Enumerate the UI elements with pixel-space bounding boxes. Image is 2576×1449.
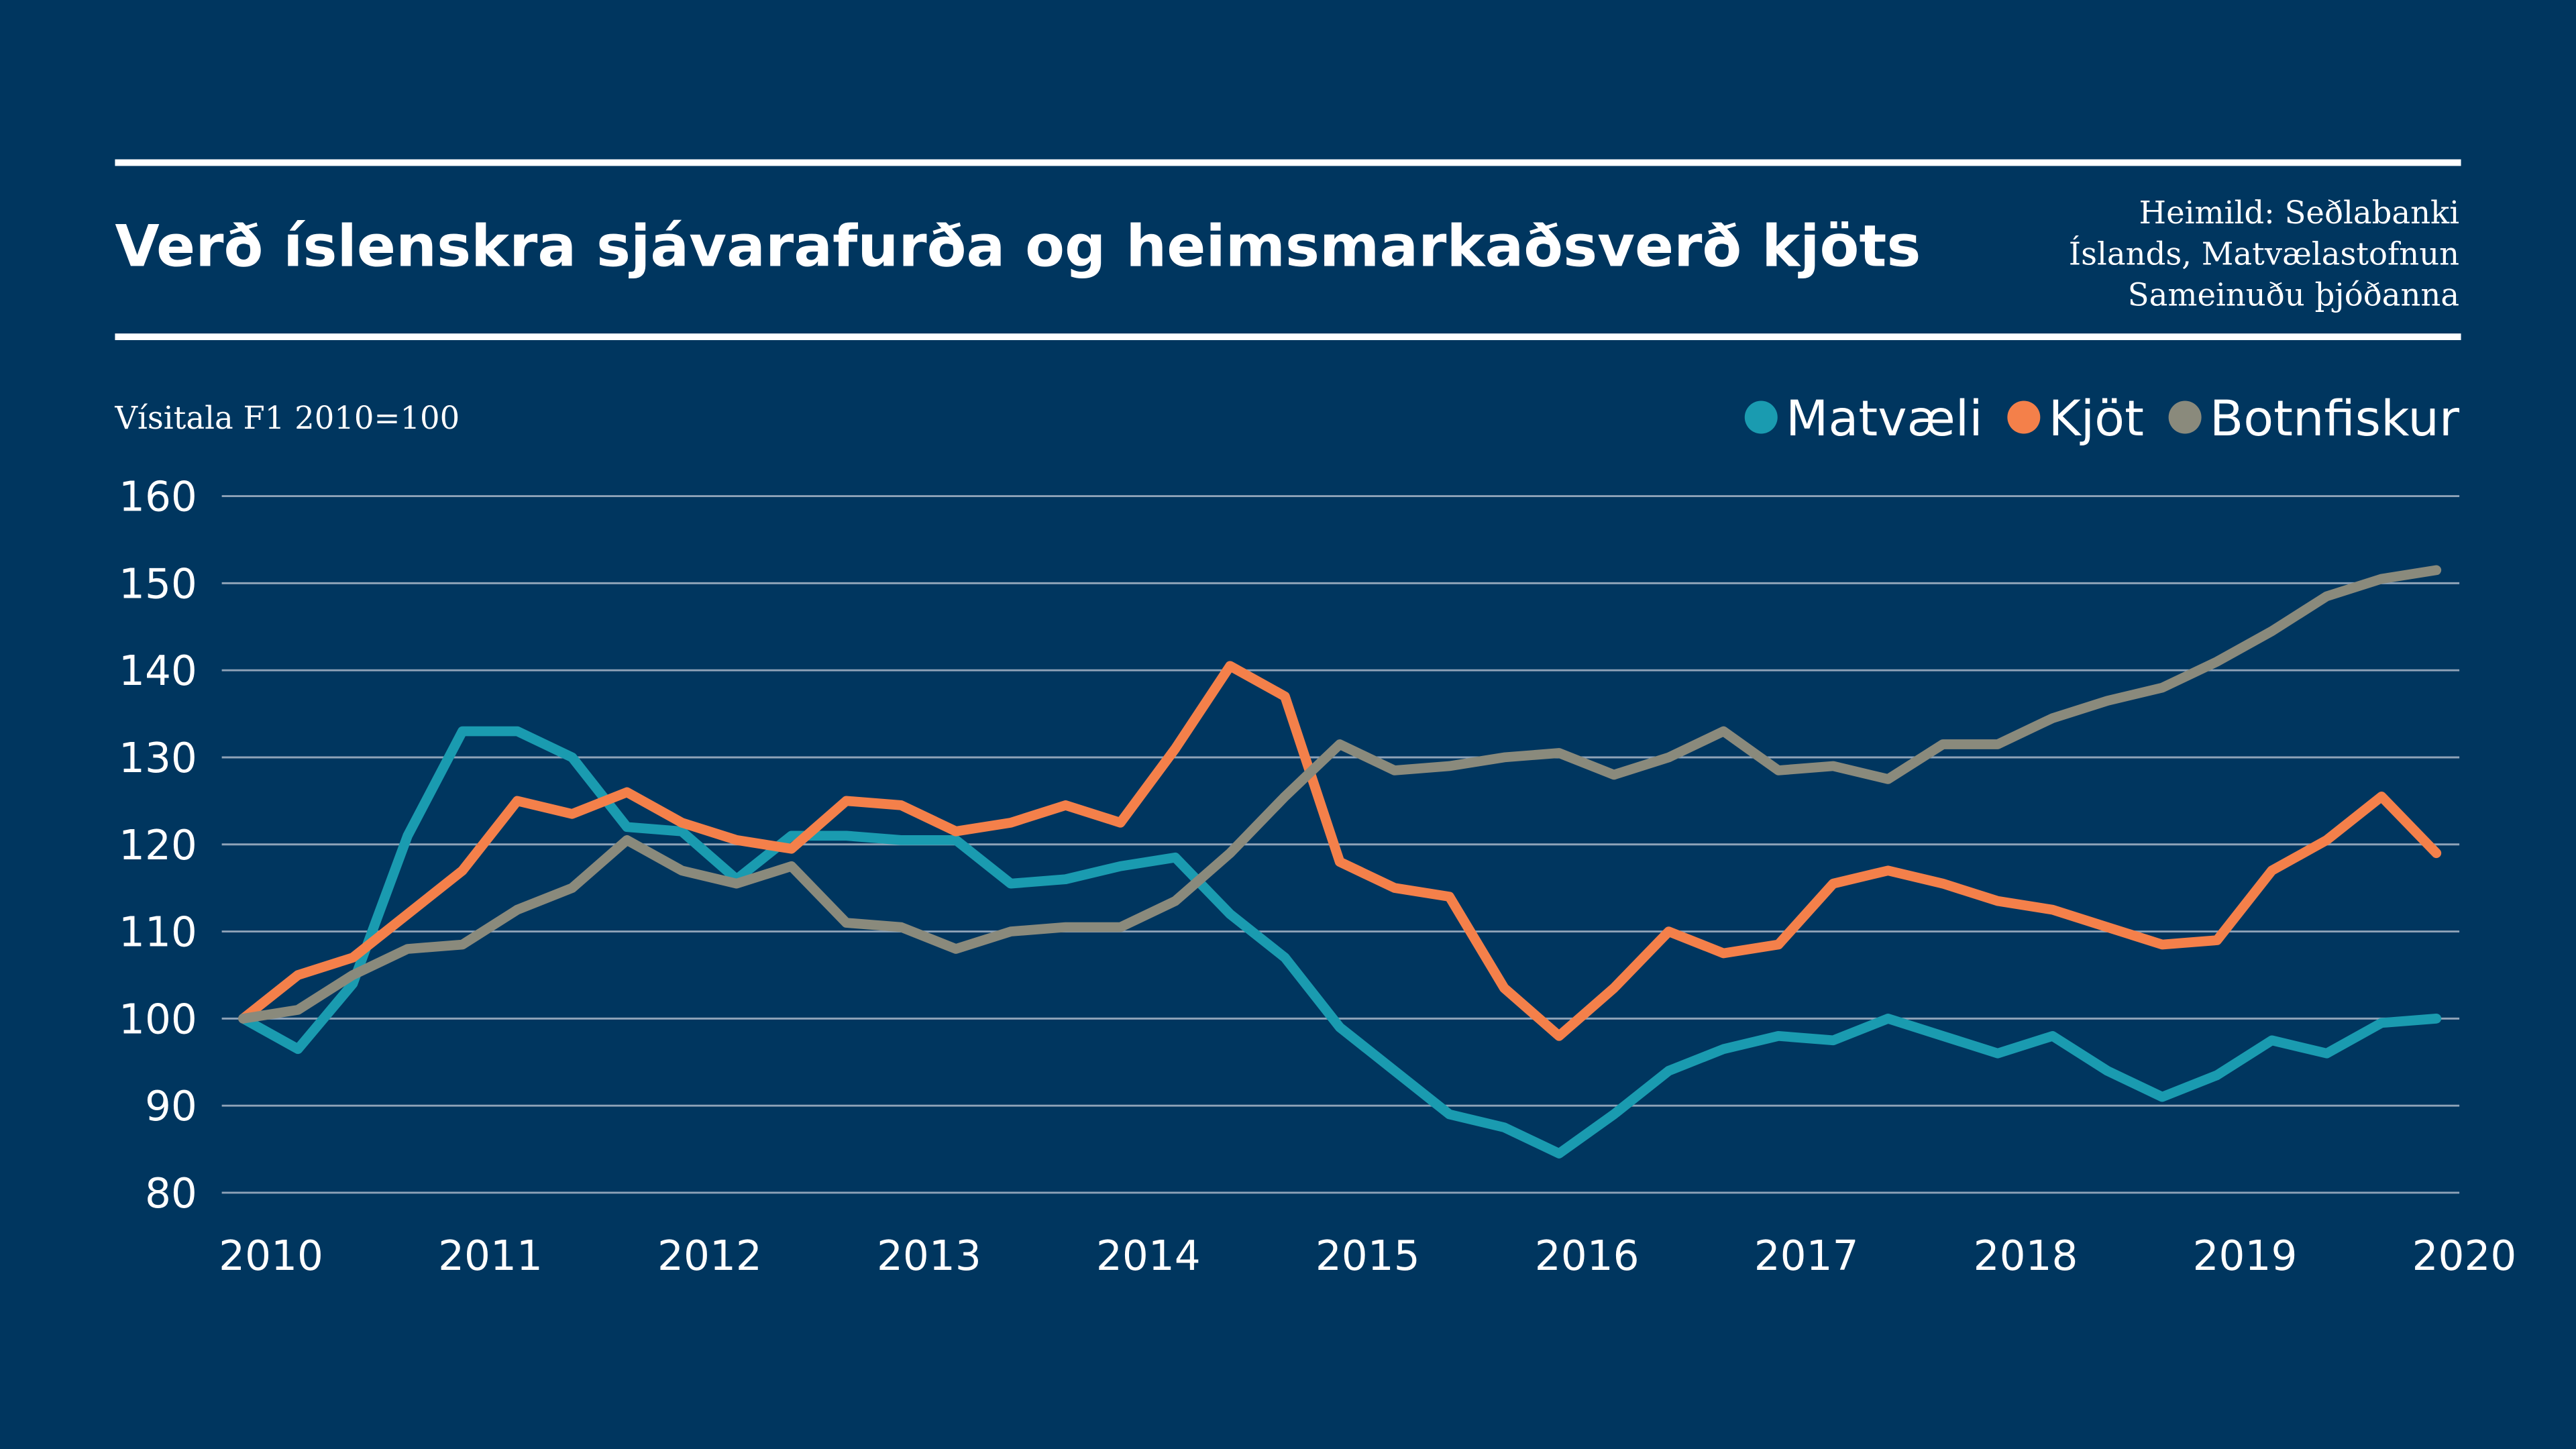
y-tick-label: 90 <box>145 1083 197 1130</box>
legend-label: Botnfiskur <box>2210 390 2460 447</box>
y-tick-label: 80 <box>145 1170 197 1218</box>
x-tick-label: 2017 <box>1754 1232 1859 1280</box>
x-tick-label: 2019 <box>2193 1232 2298 1280</box>
x-tick-label: 2014 <box>1096 1232 1201 1280</box>
x-tick-label: 2011 <box>438 1232 543 1280</box>
x-tick-label: 2016 <box>1535 1232 1640 1280</box>
y-tick-label: 150 <box>119 560 197 608</box>
legend-label: Kjöt <box>2049 390 2144 447</box>
y-tick-label: 160 <box>119 474 197 521</box>
x-tick-label: 2015 <box>1316 1232 1420 1280</box>
y-axis-label: Vísitala F1 2010=100 <box>114 400 460 436</box>
x-tick-label: 2018 <box>1974 1232 2078 1280</box>
x-tick-label: 2013 <box>877 1232 981 1280</box>
source: Heimild: Seðlabanki <box>2139 195 2460 231</box>
source: Sameinuðu þjóðanna <box>2128 277 2459 313</box>
legend-marker <box>2007 400 2041 434</box>
chart-title: Verð íslenskra sjávarafurða og heimsmark… <box>115 213 1921 280</box>
x-tick-label: 2012 <box>657 1232 762 1280</box>
x-tick-label: 2020 <box>2412 1232 2517 1280</box>
y-tick-label: 110 <box>119 909 197 957</box>
y-tick-label: 120 <box>119 822 197 869</box>
y-tick-label: 100 <box>119 996 197 1043</box>
y-tick-label: 140 <box>119 647 197 695</box>
legend-marker <box>1744 400 1778 434</box>
legend-marker <box>2168 400 2202 434</box>
series-line <box>238 661 2442 1041</box>
y-tick-label: 130 <box>119 735 197 782</box>
series-line <box>238 565 2442 1024</box>
source: Íslands, Matvælastofnun <box>2069 235 2459 272</box>
legend-label: Matvæli <box>1786 390 1983 447</box>
x-tick-label: 2010 <box>219 1232 323 1280</box>
